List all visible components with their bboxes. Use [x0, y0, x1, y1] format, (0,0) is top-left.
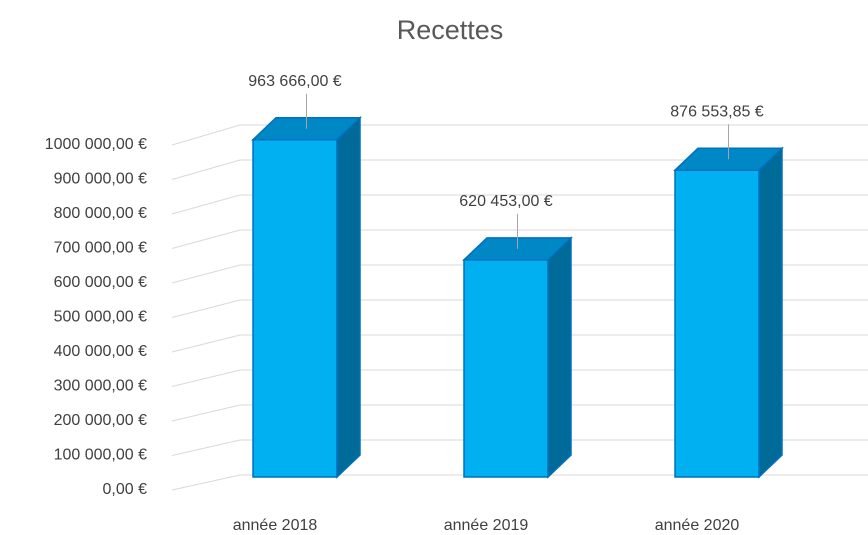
y-tick-label: 500 000,00 € [54, 309, 148, 326]
bar-front [674, 169, 760, 478]
grid-line [171, 264, 868, 284]
bar [251, 115, 362, 479]
bar-side [547, 236, 572, 479]
y-tick-label: 200 000,00 € [54, 412, 148, 429]
y-tick-label: 300 000,00 € [54, 378, 148, 395]
y-tick-label: 1000 000,00 € [45, 136, 147, 153]
y-tick-label: 800 000,00 € [54, 205, 148, 222]
grid-line [171, 159, 868, 180]
grid-line [171, 474, 868, 491]
x-tick-label: année 2019 [444, 517, 529, 534]
grid-line [171, 334, 868, 353]
bar-side [758, 146, 783, 479]
grid-line [171, 404, 868, 422]
y-tick-label: 900 000,00 € [54, 171, 148, 188]
y-tick-label: 100 000,00 € [54, 447, 148, 464]
bar [462, 236, 573, 479]
y-tick-label: 0,00 € [103, 481, 148, 498]
data-label: 620 453,00 € [459, 193, 553, 210]
bar-front [252, 138, 338, 478]
bar-side [336, 115, 361, 479]
x-tick-label: année 2020 [655, 517, 740, 534]
y-tick-label: 600 000,00 € [54, 274, 148, 291]
data-label: 963 666,00 € [248, 73, 342, 90]
grid-line [171, 194, 868, 215]
y-tick-label: 400 000,00 € [54, 343, 148, 360]
x-tick-label: année 2018 [233, 517, 318, 534]
bar-front [463, 259, 549, 478]
y-tick-label: 700 000,00 € [54, 240, 148, 257]
grid-line [171, 229, 868, 249]
chart-title: Recettes [397, 15, 504, 45]
grid-line [171, 299, 868, 318]
bar [673, 146, 784, 479]
grid-line [171, 369, 868, 387]
grid-line [171, 439, 868, 456]
data-label: 876 553,85 € [670, 103, 764, 120]
grid-line [171, 124, 868, 146]
